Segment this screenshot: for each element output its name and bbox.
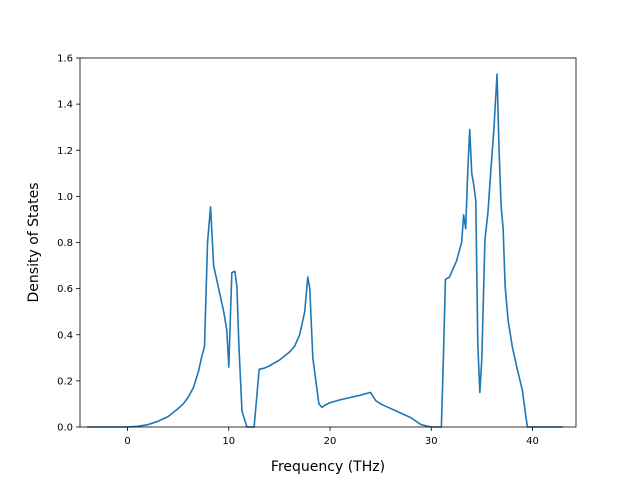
y-tick-label: 0.0 [57, 423, 73, 434]
x-axis: 0 10 20 30 40 [124, 427, 539, 447]
x-tick-label: 30 [425, 436, 438, 447]
y-tick-label: 0.2 [57, 376, 73, 387]
y-tick-label: 0.4 [57, 330, 73, 341]
y-tick-label: 1.6 [57, 54, 73, 65]
y-tick-label: 1.0 [57, 192, 73, 203]
y-axis: 0.0 0.2 0.4 0.6 0.8 1.0 1.2 1.4 1.6 [57, 54, 80, 434]
y-tick-label: 0.6 [57, 284, 73, 295]
x-tick-label: 40 [526, 436, 539, 447]
x-tick-label: 0 [124, 436, 130, 447]
x-tick-label: 20 [324, 436, 337, 447]
y-axis-title: Density of States [26, 183, 42, 303]
x-tick-label: 10 [222, 436, 235, 447]
x-axis-title: Frequency (THz) [271, 459, 385, 475]
y-tick-label: 1.4 [57, 100, 73, 111]
dos-series-line [87, 73, 563, 428]
plot-area [87, 73, 563, 428]
y-tick-label: 0.8 [57, 238, 73, 249]
y-tick-label: 1.2 [57, 146, 73, 157]
